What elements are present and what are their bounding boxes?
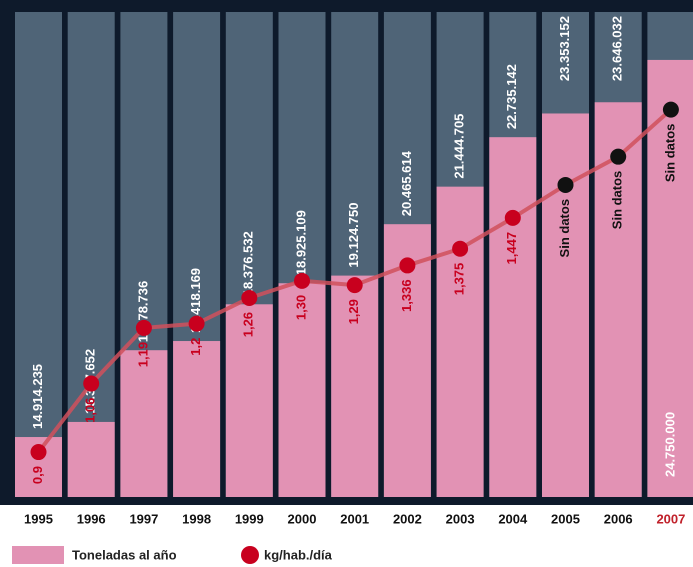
- line-point: [30, 444, 47, 461]
- bar-value-label: 24.750.000: [662, 412, 677, 477]
- bar-value-label: 19.124.750: [346, 203, 361, 268]
- line-point: [294, 272, 310, 289]
- line-point: [610, 148, 627, 165]
- bar: [67, 421, 115, 497]
- line-value-label: 1,30: [293, 295, 308, 320]
- x-tick-label: 2007: [656, 511, 685, 526]
- line-value-label: 1,2: [188, 338, 203, 356]
- bar-value-label: 18.376.532: [241, 231, 256, 296]
- line-point: [557, 176, 574, 193]
- bar: [278, 283, 326, 497]
- line-point: [399, 257, 416, 274]
- footer-background: [0, 505, 693, 567]
- legend-label: Toneladas al año: [72, 547, 177, 562]
- x-tick-label: 2005: [551, 511, 580, 526]
- line-value-label: Sin datos: [557, 199, 572, 258]
- x-tick-label: 1999: [235, 511, 264, 526]
- bar: [594, 102, 642, 497]
- line-point: [504, 209, 521, 226]
- bar: [542, 113, 589, 497]
- bar: [489, 137, 537, 498]
- x-tick-label: 2004: [498, 511, 528, 526]
- legend-swatch: [12, 546, 64, 564]
- x-tick-label: 2006: [604, 511, 633, 526]
- line-value-label: 1,375: [452, 263, 467, 296]
- line-value-label: 1,06: [83, 398, 98, 423]
- x-tick-label: 2001: [340, 511, 369, 526]
- x-tick-label: 1996: [77, 511, 106, 526]
- line-point: [346, 277, 363, 294]
- bar-value-label: 23.353.152: [557, 16, 572, 81]
- x-tick-label: 2000: [288, 511, 317, 526]
- line-value-label: 1,19: [135, 342, 150, 367]
- line-point: [188, 315, 205, 332]
- bar-value-label: 21.444.705: [452, 114, 467, 179]
- bar: [120, 350, 168, 497]
- line-point: [662, 101, 679, 118]
- x-tick-label: 2002: [393, 511, 422, 526]
- x-tick-label: 1997: [129, 511, 158, 526]
- line-point: [135, 319, 152, 336]
- line-value-label: 0,9: [30, 466, 45, 484]
- column-background: [15, 12, 62, 497]
- line-value-label: 1,26: [241, 312, 256, 337]
- line-value-label: 1,336: [399, 279, 414, 312]
- bar: [647, 59, 693, 498]
- line-value-label: 1,29: [346, 299, 361, 324]
- line-value-label: Sin datos: [610, 171, 625, 230]
- bar-value-label: 22.735.142: [504, 64, 519, 129]
- x-tick-label: 1995: [24, 511, 53, 526]
- bar: [331, 275, 379, 497]
- legend-swatch: [241, 546, 259, 564]
- legend-label: kg/hab./día: [264, 547, 333, 562]
- x-tick-label: 1998: [182, 511, 211, 526]
- column-background: [67, 12, 115, 497]
- line-point: [241, 289, 258, 306]
- bar: [225, 304, 273, 497]
- bar-value-label: 14.914.235: [30, 364, 45, 429]
- bar-value-label: 23.646.032: [610, 16, 625, 81]
- bar: [173, 341, 221, 497]
- bar-value-label: 20.465.614: [399, 150, 414, 216]
- line-point: [83, 375, 100, 392]
- x-tick-label: 2003: [446, 511, 475, 526]
- line-point: [452, 240, 469, 257]
- bar-value-label: 18.925.109: [293, 210, 308, 275]
- line-value-label: Sin datos: [662, 124, 677, 183]
- bar: [436, 186, 484, 497]
- line-value-label: 1,447: [504, 232, 519, 265]
